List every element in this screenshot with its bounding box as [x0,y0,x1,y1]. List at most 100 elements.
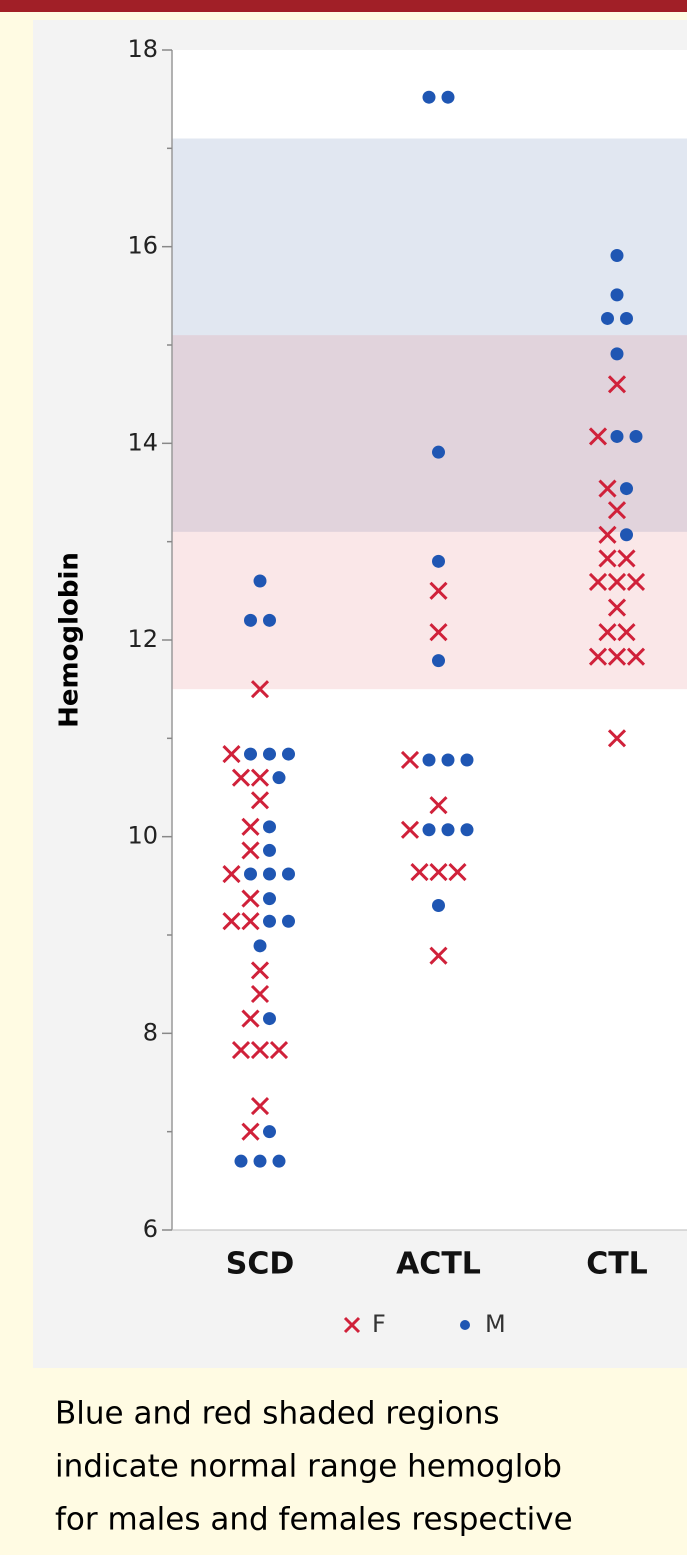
y-tick-label: 14 [127,428,158,456]
female-point [250,1040,270,1060]
male-point [263,747,276,761]
y-tick-label: 8 [143,1018,158,1046]
female-point [250,768,270,787]
male-point [432,554,445,568]
female-point [429,946,448,965]
female-point [626,647,646,666]
caption-line: Blue and red shaded regions [55,1396,500,1432]
female-point [607,572,627,592]
female-point [250,1097,270,1116]
male-point [263,867,276,881]
male-point [422,753,436,767]
female-point [588,572,608,592]
caption: Blue and red shaded regions indicate norm… [55,1396,573,1538]
x-tick-label: CTL [586,1247,648,1282]
female-point [400,820,420,839]
y-tick-label: 6 [143,1215,158,1243]
male-point [620,528,633,542]
female-point [241,841,260,860]
caption-line: for males and females respective [55,1502,573,1538]
female-point [241,1009,260,1028]
male-point [620,482,633,496]
female-point [588,647,608,666]
male-point [629,429,643,443]
legend-marker [343,1316,361,1334]
female-point [429,623,448,642]
female-point [400,750,420,770]
female-point [250,791,270,810]
female-point [607,375,627,394]
female-point [250,984,270,1004]
male-point [441,823,455,837]
male-point [263,820,276,834]
top-bar [0,0,687,12]
female-point [250,961,270,980]
female-point [429,796,448,815]
female-point [222,745,241,764]
female-point [626,572,646,592]
male-point [244,867,257,881]
male-point [272,1154,286,1168]
female-point [607,729,627,748]
male-point [601,311,614,325]
female-point [241,1122,260,1141]
male-point [422,90,436,104]
female-point [617,623,636,642]
legend-label: F [372,1310,386,1338]
plot [172,90,687,1168]
female-point [598,623,617,642]
male-point [441,753,455,767]
normal-range-band [172,138,687,532]
female-point [448,863,467,882]
female-point [598,479,617,498]
male-point [620,311,633,325]
male-point [422,823,436,837]
female-point [598,549,617,568]
male-point [460,823,474,837]
male-point [253,939,267,953]
x-tick-label: ACTL [396,1247,481,1282]
female-point [607,647,627,666]
y-tick-label: 12 [127,625,158,653]
male-point [244,747,257,761]
male-point [263,1125,276,1139]
caption-line: indicate normal range hemoglob [55,1449,562,1485]
female-point [241,889,260,908]
male-point [441,90,455,104]
female-point [222,912,241,931]
female-point [607,598,627,617]
female-point [231,1040,251,1060]
male-point [263,914,276,928]
male-point [253,574,267,588]
female-point [598,525,617,544]
y-tick-label: 16 [127,232,158,260]
female-point [241,817,260,836]
male-point [282,747,295,761]
male-point [272,771,286,785]
female-point [231,768,251,787]
male-point [610,288,624,302]
male-point [432,445,445,459]
male-point [432,899,445,912]
y-tick-label: 18 [127,35,158,63]
legend-marker [460,1320,470,1330]
male-point [610,249,624,263]
male-point [432,654,445,668]
y-axis-label: Hemoglobin [55,552,85,728]
male-point [253,1154,267,1168]
male-point [263,1012,276,1026]
male-point [244,613,257,627]
female-point [269,1040,289,1060]
female-point [617,549,636,568]
male-point [610,347,624,361]
female-point [607,501,627,520]
male-point [263,613,276,627]
female-point [410,863,429,882]
female-point [222,864,241,884]
male-point [263,892,276,906]
male-point [282,914,295,928]
legend-label: M [485,1310,506,1338]
male-point [282,867,295,881]
